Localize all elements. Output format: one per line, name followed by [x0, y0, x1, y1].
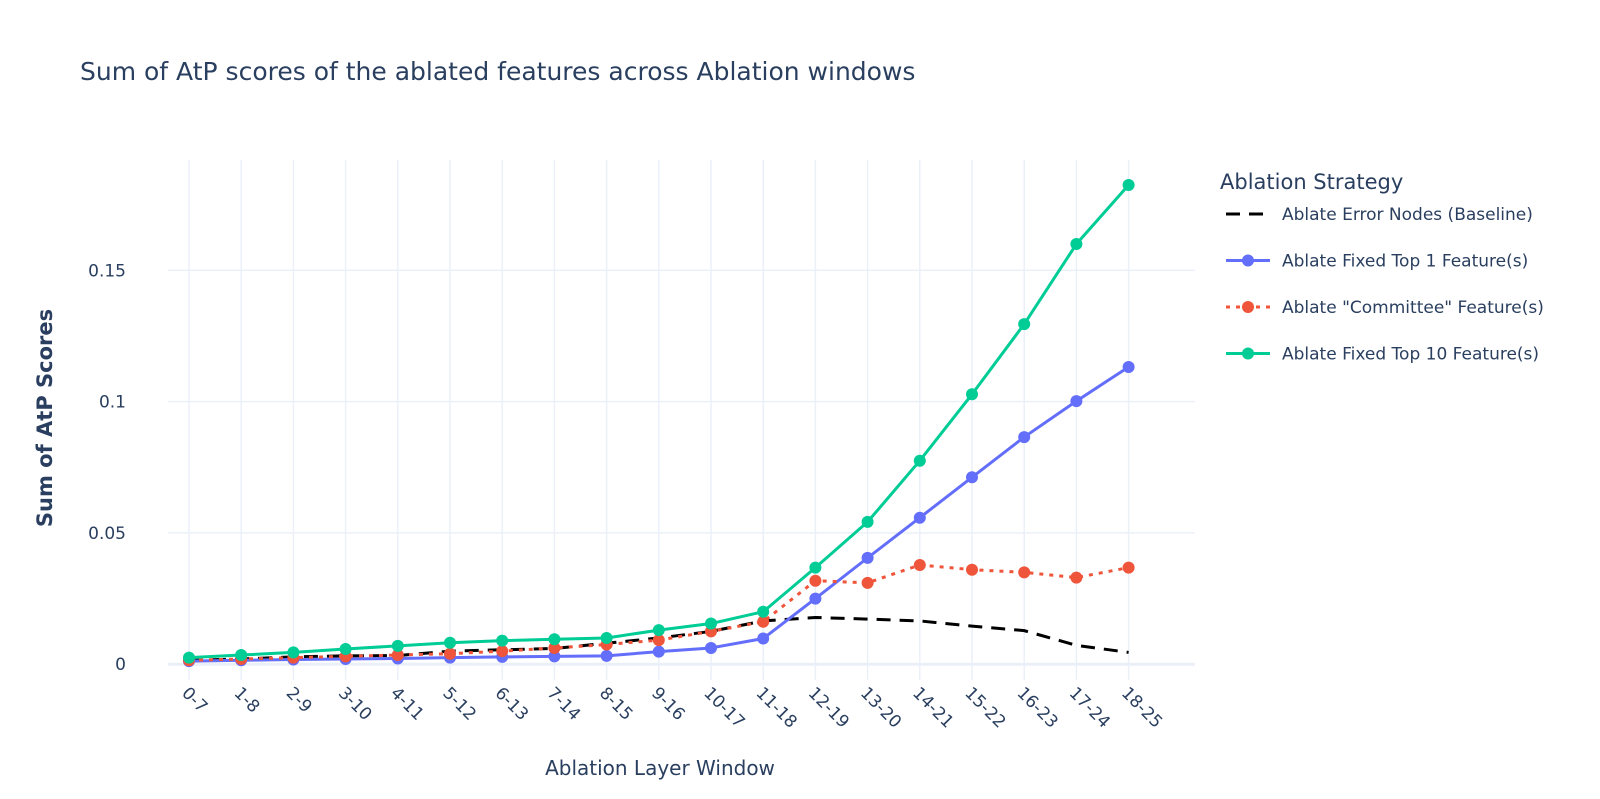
data-point [652, 645, 665, 658]
data-point [496, 634, 509, 647]
series-4 [183, 178, 1135, 664]
series-group [183, 178, 1135, 668]
data-point [861, 551, 874, 564]
data-point [705, 641, 717, 654]
x-tick-label: 16-23 [1013, 683, 1062, 732]
data-point [600, 631, 613, 644]
data-point [913, 558, 926, 571]
data-point [809, 561, 822, 574]
data-point [861, 515, 874, 528]
data-point [496, 645, 509, 658]
x-tick-label: 12-19 [804, 683, 853, 732]
y-axis: 0 0.05 0.1 0.15 [88, 261, 126, 675]
x-tick-label: 8-15 [595, 683, 636, 724]
x-tick-label: 7-14 [543, 683, 584, 724]
data-point [548, 633, 561, 646]
x-tick-label: 10-17 [699, 683, 748, 732]
data-point [600, 649, 613, 662]
data-point [1122, 360, 1135, 373]
legend-title: Ablation Strategy [1220, 170, 1403, 194]
legend-item[interactable]: Ablate "Committee" Feature(s) [1226, 298, 1544, 318]
legend-item[interactable]: Ablate Error Nodes (Baseline) [1226, 205, 1533, 225]
data-point [1070, 395, 1083, 408]
data-point [757, 615, 770, 628]
y-tick-label: 0 [115, 655, 126, 675]
x-tick-label: 2-9 [282, 683, 316, 717]
x-tick-label: 9-16 [647, 683, 688, 724]
legend-marker [1242, 254, 1254, 267]
y-tick-label: 0.1 [99, 393, 126, 413]
data-point [1018, 566, 1031, 579]
chart-title: Sum of AtP scores of the ablated feature… [80, 57, 915, 86]
grid [168, 160, 1195, 680]
data-point [652, 634, 665, 647]
data-point [913, 511, 926, 524]
x-tick-label: 14-21 [908, 683, 957, 732]
data-point [1070, 571, 1083, 584]
data-point [548, 641, 561, 654]
data-point [757, 632, 770, 645]
data-point [809, 574, 822, 587]
data-point [1018, 431, 1031, 444]
data-point [757, 605, 770, 618]
data-point [391, 639, 404, 652]
x-axis-title: Ablation Layer Window [545, 756, 775, 780]
data-point [183, 651, 195, 664]
legend-item[interactable]: Ablate Fixed Top 10 Feature(s) [1226, 345, 1539, 365]
legend-label: Ablate Fixed Top 10 Feature(s) [1282, 345, 1539, 365]
x-axis: 0-7 1-8 2-9 3-10 4-11 5-12 6-13 7-14 8-15 9-16 10-… [177, 683, 1166, 732]
y-tick-label: 0.15 [88, 261, 126, 281]
y-tick-label: 0.05 [88, 524, 126, 544]
legend: Ablation Strategy Ablate Error Nodes (Ba… [1220, 170, 1544, 365]
data-point [913, 454, 926, 467]
x-tick-label: 6-13 [491, 683, 532, 724]
data-point [391, 649, 404, 662]
legend-label: Ablate "Committee" Feature(s) [1282, 298, 1544, 318]
x-tick-label: 15-22 [960, 683, 1009, 732]
data-point [1018, 318, 1031, 331]
data-point [705, 617, 717, 630]
data-point [966, 471, 978, 484]
x-tick-label: 11-18 [752, 683, 801, 732]
x-tick-label: 17-24 [1065, 683, 1114, 732]
data-point [235, 649, 248, 662]
data-point [652, 624, 665, 637]
data-point [339, 643, 352, 656]
x-tick-label: 4-11 [386, 683, 427, 724]
legend-marker [1242, 301, 1254, 313]
data-point [1122, 561, 1135, 574]
x-tick-label: 3-10 [334, 683, 375, 724]
legend-label: Ablate Error Nodes (Baseline) [1282, 205, 1533, 225]
x-tick-label: 0-7 [177, 683, 211, 717]
data-point [966, 563, 978, 576]
x-tick-label: 5-12 [438, 683, 479, 724]
x-tick-label: 13-20 [856, 683, 905, 732]
data-point [1122, 178, 1135, 191]
legend-item[interactable]: Ablate Fixed Top 1 Feature(s) [1226, 252, 1528, 272]
x-tick-label: 18-25 [1117, 683, 1166, 732]
data-point [809, 592, 822, 605]
legend-label: Ablate Fixed Top 1 Feature(s) [1282, 252, 1528, 272]
data-point [861, 576, 874, 589]
legend-marker [1242, 347, 1254, 360]
y-axis-title: Sum of AtP Scores [33, 309, 57, 527]
data-point [548, 650, 561, 663]
data-point [444, 636, 456, 649]
data-point [1070, 238, 1083, 251]
data-point [287, 646, 300, 659]
data-point [444, 647, 456, 660]
data-point [966, 388, 978, 401]
x-tick-label: 1-8 [230, 683, 264, 717]
